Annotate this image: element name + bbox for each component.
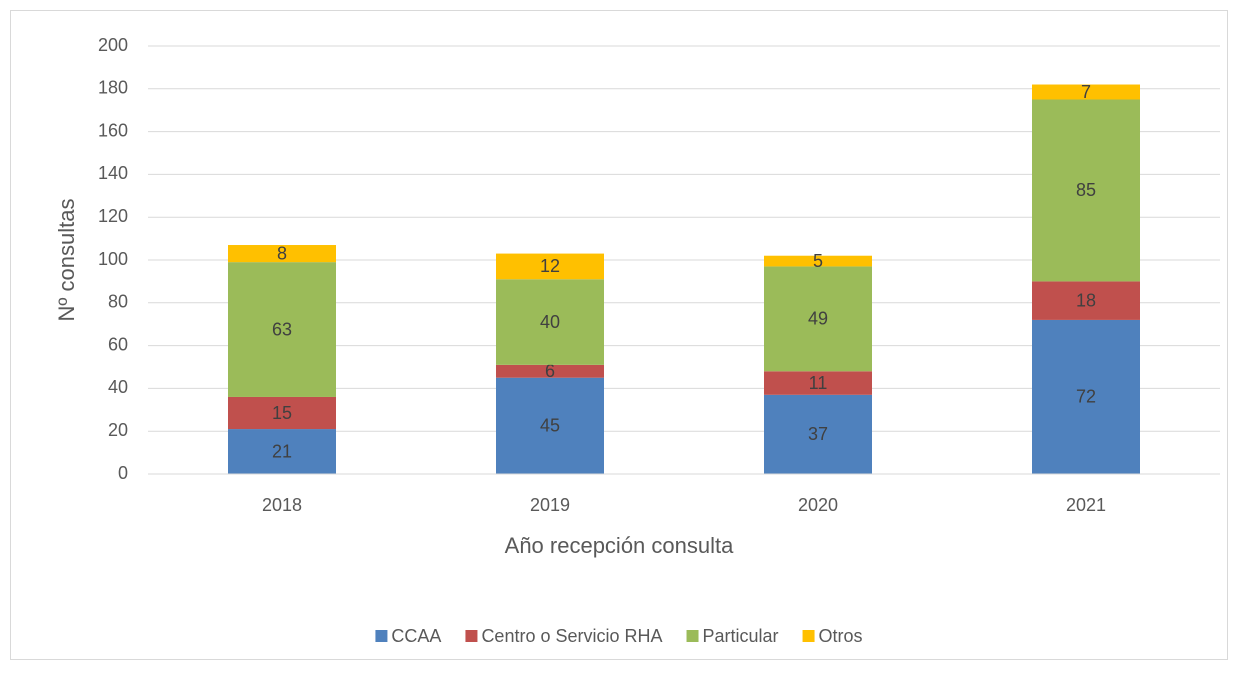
y-tick-label: 160 (98, 120, 128, 140)
bar-segment (496, 279, 604, 365)
legend-swatch (686, 630, 699, 642)
data-label: 15 (272, 403, 292, 423)
legend-label: Centro o Servicio RHA (481, 626, 662, 646)
data-label: 12 (540, 256, 560, 276)
x-axis-label: Año recepción consulta (505, 533, 734, 558)
y-tick-label: 120 (98, 206, 128, 226)
y-tick-label: 140 (98, 163, 128, 183)
data-label: 40 (540, 312, 560, 332)
legend-label: CCAA (391, 626, 441, 646)
data-label: 7 (1081, 82, 1091, 102)
bar-segment (228, 429, 336, 474)
x-tick-label: 2018 (262, 495, 302, 515)
data-label: 37 (808, 424, 828, 444)
bar-segment (496, 253, 604, 280)
data-label: 5 (813, 251, 823, 271)
data-label: 21 (272, 441, 292, 461)
bar-segment (1032, 281, 1140, 320)
data-label: 85 (1076, 180, 1096, 200)
bar-segment (228, 245, 336, 263)
y-axis-label: Nº consultas (54, 199, 79, 322)
bar-segment (228, 262, 336, 397)
y-tick-label: 180 (98, 78, 128, 98)
legend-swatch (465, 630, 478, 642)
x-tick-label: 2019 (530, 495, 570, 515)
legend-swatch (375, 630, 388, 642)
bar-segment (764, 255, 872, 267)
bar-segment (496, 377, 604, 474)
legend-label: Otros (819, 626, 863, 646)
x-tick-label: 2021 (1066, 495, 1106, 515)
y-tick-label: 100 (98, 249, 128, 269)
x-tick-label: 2020 (798, 495, 838, 515)
data-label: 72 (1076, 387, 1096, 407)
bar-segment (228, 396, 336, 430)
data-label: 63 (272, 319, 292, 339)
bar-segment (764, 266, 872, 372)
data-label: 6 (545, 361, 555, 381)
data-label: 18 (1076, 290, 1096, 310)
y-tick-label: 60 (108, 334, 128, 354)
bar-segment (496, 364, 604, 378)
y-tick-label: 0 (118, 463, 128, 483)
bar-segment (1032, 99, 1140, 282)
data-label: 45 (540, 416, 560, 436)
y-tick-label: 40 (108, 377, 128, 397)
bar-segment (1032, 319, 1140, 474)
data-label: 49 (808, 309, 828, 329)
bar-segment (764, 394, 872, 474)
bar-segment (1032, 84, 1140, 100)
y-tick-label: 200 (98, 35, 128, 55)
legend-label: Particular (703, 626, 779, 646)
chart-border (10, 10, 1228, 660)
y-tick-label: 80 (108, 292, 128, 312)
data-label: 8 (277, 243, 287, 263)
bar-segment (764, 371, 872, 395)
y-tick-label: 20 (108, 420, 128, 440)
legend-swatch (802, 630, 815, 642)
data-label: 11 (809, 373, 828, 393)
